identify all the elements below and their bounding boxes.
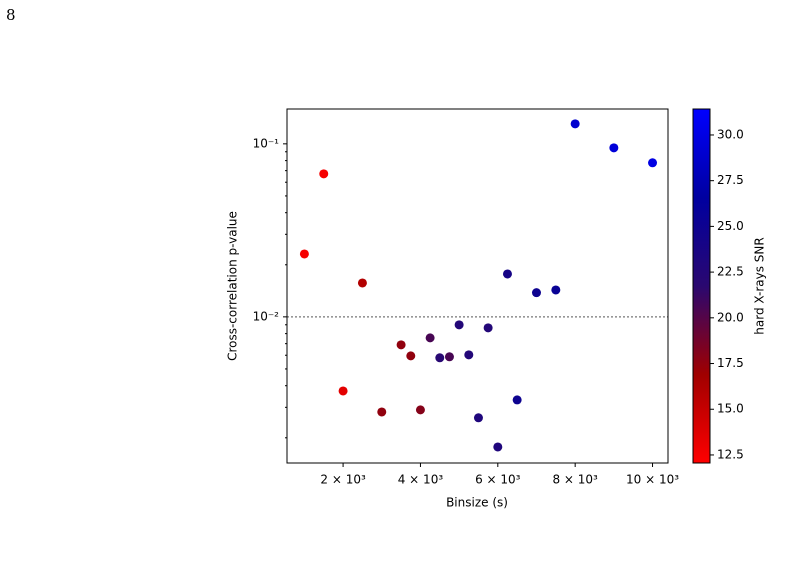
point (435, 353, 445, 363)
point (531, 288, 541, 298)
colorbar-tick-label: 22.5 (717, 265, 744, 279)
colorbar-tick-label: 25.0 (717, 219, 744, 233)
point (425, 333, 435, 343)
y-tick-label: 10⁻² (253, 309, 280, 323)
point (609, 143, 619, 153)
point (512, 395, 522, 405)
point (377, 407, 387, 417)
x-tick-label: 4 × 10³ (398, 473, 444, 487)
x-axis-label: Binsize (s) (446, 496, 508, 510)
plot-frame (286, 108, 669, 464)
colorbar (692, 108, 711, 464)
colorbar-tick-label: 15.0 (717, 402, 744, 416)
colorbar-tick-label: 12.5 (717, 447, 744, 461)
point (299, 249, 309, 259)
point (357, 278, 367, 288)
x-tick-label: 6 × 10³ (475, 473, 521, 487)
point (551, 285, 561, 295)
point (483, 323, 493, 333)
y-tick-label: 10⁻¹ (253, 136, 280, 150)
page-number: 8 (6, 6, 16, 24)
y-axis-label: Cross-correlation p-value (226, 211, 240, 361)
point (464, 350, 474, 360)
point (396, 340, 406, 350)
x-tick-label: 8 × 10³ (552, 473, 598, 487)
point (570, 119, 580, 129)
x-tick-label: 10 × 10³ (626, 473, 679, 487)
colorbar-tick-label: 27.5 (717, 173, 744, 187)
point (444, 352, 454, 362)
point (319, 169, 329, 179)
colorbar-tick-label: 20.0 (717, 310, 744, 324)
point (454, 320, 464, 330)
colorbar-tick-label: 17.5 (717, 356, 744, 370)
colorbar-label: hard X-rays SNR (753, 237, 767, 334)
point (648, 158, 658, 168)
point (473, 413, 483, 423)
point (502, 269, 512, 279)
x-tick-label: 2 × 10³ (320, 473, 366, 487)
colorbar-tick-label: 30.0 (717, 127, 744, 141)
point (415, 405, 425, 415)
point (338, 386, 348, 396)
point (493, 442, 503, 452)
point (406, 351, 416, 361)
